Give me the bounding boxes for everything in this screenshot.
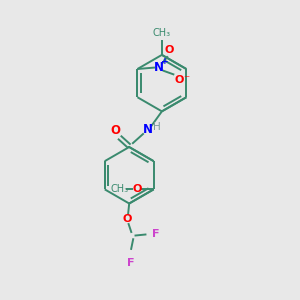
Text: F: F: [127, 258, 135, 268]
Text: CH₃: CH₃: [111, 184, 129, 194]
Text: O: O: [165, 45, 174, 55]
Text: CH₃: CH₃: [153, 28, 171, 38]
Text: F: F: [152, 230, 159, 239]
Text: O: O: [122, 214, 131, 224]
Text: N: N: [154, 61, 164, 74]
Text: +: +: [161, 57, 169, 66]
Text: O: O: [110, 124, 120, 137]
Text: H: H: [153, 122, 160, 132]
Text: O: O: [133, 184, 142, 194]
Text: O: O: [174, 75, 183, 85]
Text: ⁻: ⁻: [184, 74, 190, 86]
Text: N: N: [142, 123, 153, 136]
